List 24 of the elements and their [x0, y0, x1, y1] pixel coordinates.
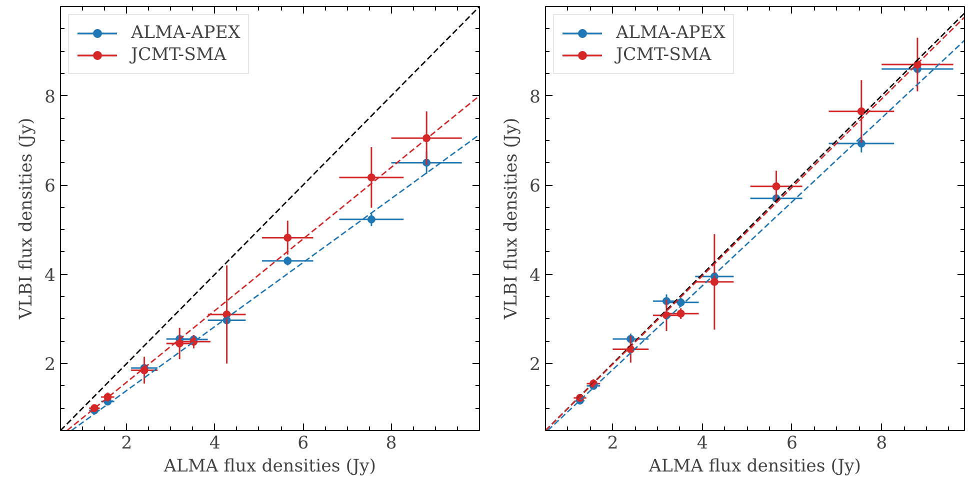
- x-tick-label: 4: [696, 434, 708, 454]
- legend-label: ALMA-APEX: [131, 23, 240, 43]
- x-tick-label: 8: [876, 434, 888, 454]
- y-tick-label: 8: [44, 87, 56, 108]
- y-tick-label: 2: [529, 355, 541, 376]
- y-axis-title: VLBI flux densities (Jy): [501, 118, 522, 320]
- legend-label: JCMT-SMA: [616, 45, 712, 65]
- x-tick-label: 6: [298, 434, 309, 454]
- y-tick-label: 6: [44, 176, 56, 197]
- x-axis-title: ALMA flux densities (Jy): [162, 456, 376, 476]
- legend-label: JCMT-SMA: [131, 45, 226, 65]
- y-tick-label: 4: [529, 266, 541, 286]
- y-tick-label: 8: [529, 87, 541, 108]
- x-axis-title: ALMA flux densities (Jy): [648, 456, 862, 476]
- x-tick-label: 4: [209, 434, 220, 454]
- x-tick-label: 8: [386, 434, 397, 454]
- x-tick-label: 6: [786, 434, 798, 454]
- x-tick-label: 2: [607, 434, 618, 454]
- x-tick-label: 2: [121, 434, 132, 454]
- y-axis-title: VLBI flux densities (Jy): [16, 118, 36, 320]
- y-tick-label: 2: [44, 355, 56, 376]
- legend-label: ALMA-APEX: [616, 23, 726, 43]
- y-tick-label: 4: [44, 266, 56, 286]
- y-tick-label: 6: [529, 176, 541, 197]
